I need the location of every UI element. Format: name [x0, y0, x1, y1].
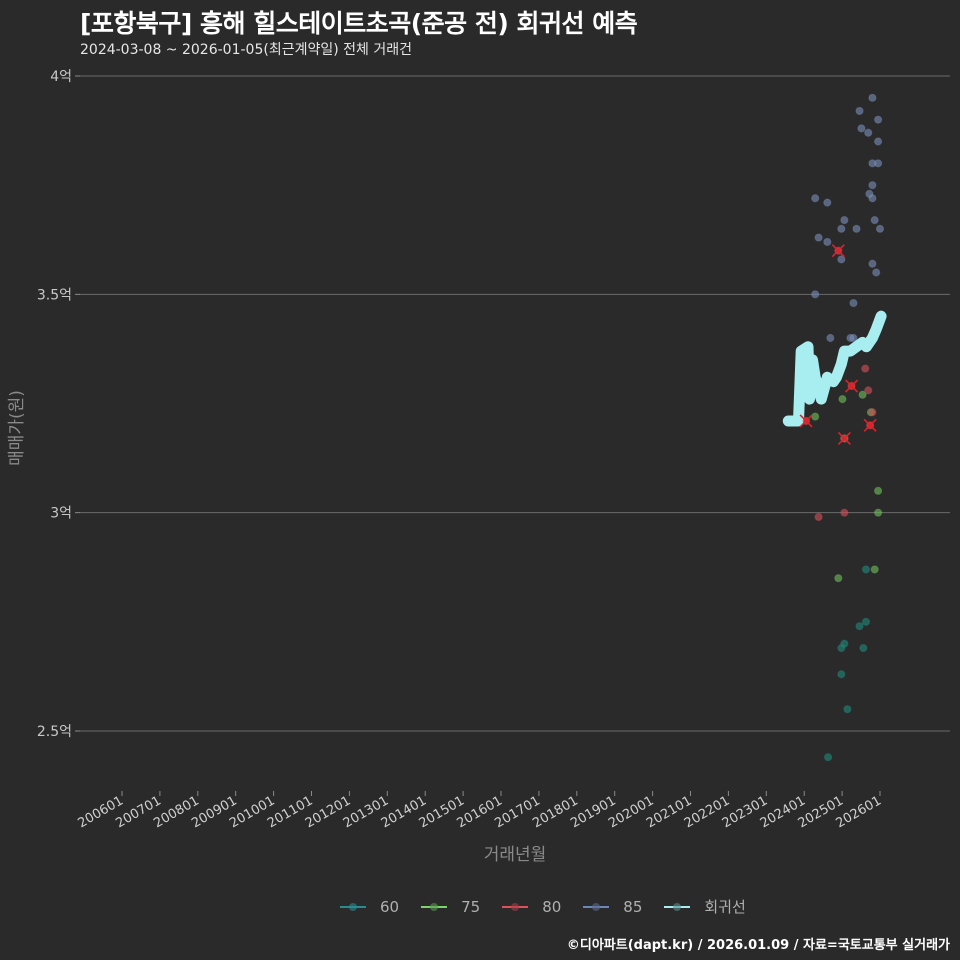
point-85: [849, 298, 858, 308]
point-85: [837, 224, 846, 233]
legend-key-60: [340, 900, 366, 914]
point-85: [868, 194, 877, 203]
legend-key-75: [421, 900, 448, 914]
point-75: [838, 395, 847, 404]
point-80: [861, 364, 870, 373]
cancelled-x-icon: [831, 244, 845, 258]
legend-label-60: 60: [380, 897, 400, 916]
legend-label-75: 75: [461, 897, 481, 916]
legend-key-80: [502, 900, 529, 914]
point-85: [874, 159, 883, 168]
regression-path: [782, 310, 887, 427]
point-85: [814, 233, 823, 242]
point-85: [874, 115, 883, 124]
x-axis-ticks: 2006012007012008012009012010012011012012…: [76, 791, 884, 831]
point-85: [823, 237, 832, 247]
point-85: [874, 137, 883, 146]
point-75: [874, 486, 883, 495]
cancelled-x-icon: [799, 414, 813, 428]
point-85: [855, 106, 864, 116]
point-85: [875, 224, 885, 233]
chart-subtitle: 2024-03-08 ~ 2026-01-05(최근계약일) 전체 거래건: [80, 42, 412, 58]
point-60: [823, 753, 833, 762]
point-85: [826, 333, 835, 343]
legend-item-regression: 회귀선: [664, 896, 746, 917]
point-85: [868, 259, 877, 268]
legend-item-75: 75: [421, 898, 480, 916]
cancelled-x-icon: [863, 418, 877, 432]
point-80: [840, 508, 849, 517]
point-80: [864, 386, 873, 395]
y-axis-ticks: 2.5억 3억 3.5억 4억: [37, 69, 80, 740]
point-85: [811, 194, 820, 203]
point-85: [840, 216, 849, 225]
y-tick-label: 3억: [50, 506, 72, 522]
cancelled-x-icon: [837, 431, 851, 446]
y-axis-label: 매매가(원): [7, 390, 27, 466]
point-60: [861, 565, 871, 574]
legend-label-85: 85: [623, 897, 643, 916]
chart-title: [포항북구] 흥해 힐스테이트초곡(준공 전) 회귀선 예측: [80, 9, 638, 38]
y-tick-label: 3.5억: [37, 287, 72, 303]
point-85: [868, 181, 877, 190]
x-axis-label: 거래년월: [484, 845, 547, 865]
legend-item-85: 85: [583, 898, 642, 916]
point-85: [864, 128, 873, 137]
source-credit: ©디아파트(dapt.kr) / 2026.01.09 / 자료=국토교통부 실…: [566, 938, 950, 953]
cancelled-marks: [799, 244, 877, 446]
point-85: [837, 255, 846, 264]
legend-key-85: [583, 900, 610, 914]
legend-label-80: 80: [542, 897, 562, 916]
y-tick-label: 2.5억: [37, 724, 72, 740]
cancelled-x-icon: [845, 379, 859, 393]
y-tick-label: 4억: [50, 69, 72, 85]
legend-item-60: 60: [340, 898, 399, 916]
point-85: [857, 124, 866, 133]
point-85: [823, 198, 832, 207]
point-60: [861, 617, 871, 626]
regression-line: [782, 310, 887, 427]
point-80: [814, 512, 823, 522]
legend-key-regression: [664, 900, 691, 914]
point-85: [849, 333, 858, 343]
point-85: [811, 290, 820, 299]
point-60: [855, 622, 864, 631]
point-75: [811, 412, 820, 421]
point-80: [868, 408, 877, 417]
point-60: [859, 643, 868, 653]
legend-label-regression: 회귀선: [704, 898, 746, 916]
point-85: [868, 93, 877, 102]
point-60: [837, 643, 846, 653]
point-60: [837, 670, 846, 679]
legend: 60 75 80 85 회귀선: [340, 896, 768, 917]
point-85: [852, 224, 861, 233]
point-75: [834, 574, 843, 583]
point-75: [870, 565, 879, 574]
point-60: [843, 705, 852, 714]
point-75: [874, 508, 883, 517]
legend-item-80: 80: [502, 898, 561, 916]
point-75: [858, 390, 867, 399]
y-gridlines: [80, 75, 950, 732]
point-85: [870, 216, 879, 225]
point-85: [872, 268, 881, 277]
